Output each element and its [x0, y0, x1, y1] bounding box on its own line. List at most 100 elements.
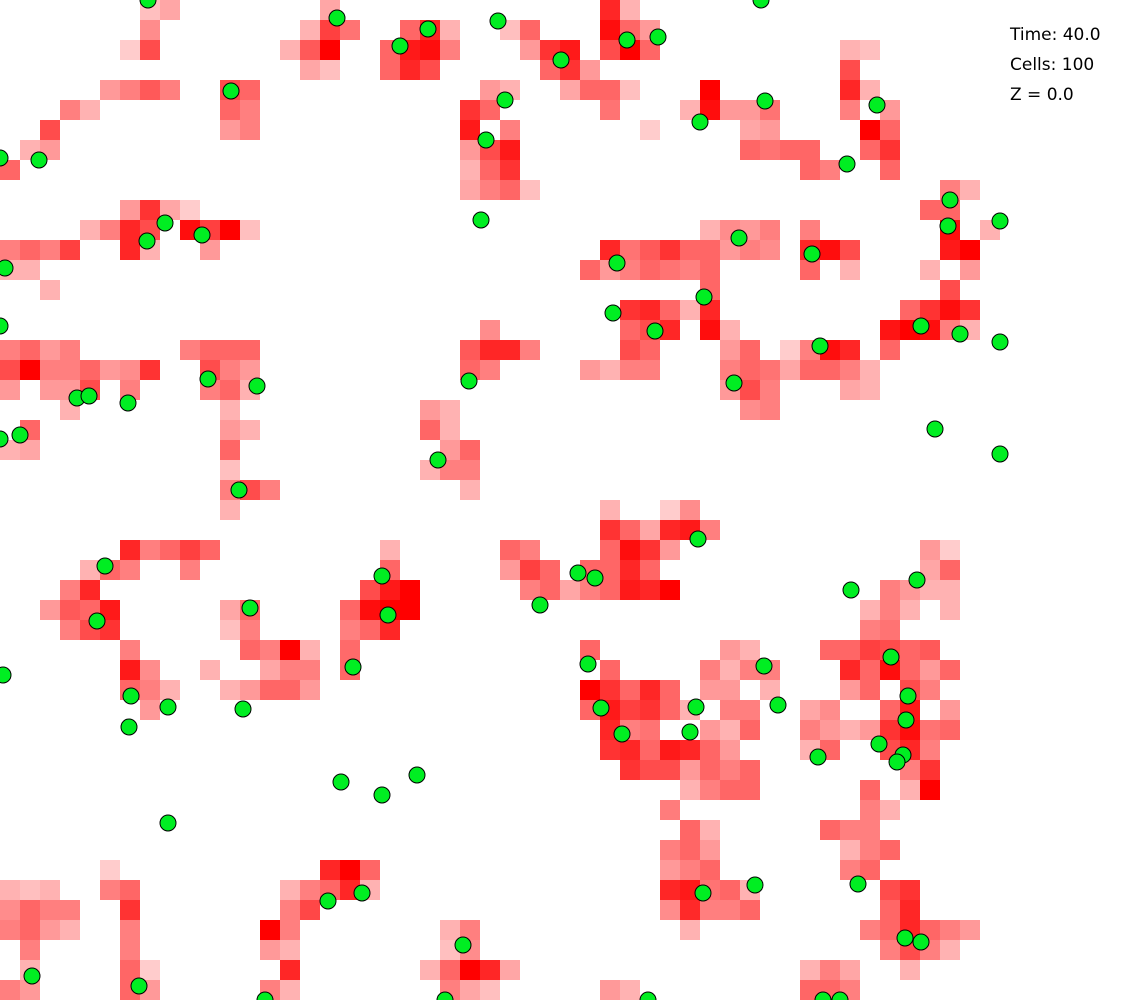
cell-marker	[896, 929, 914, 947]
grid-tile	[600, 500, 620, 520]
cell-marker	[193, 226, 211, 244]
grid-tile	[80, 100, 100, 120]
cell-marker	[882, 648, 900, 666]
grid-tile	[260, 660, 280, 680]
grid-tile	[500, 560, 520, 580]
grid-tile	[740, 340, 760, 360]
cell-marker	[899, 687, 917, 705]
grid-tile	[140, 20, 160, 40]
grid-tile	[380, 620, 400, 640]
cell-marker	[199, 370, 217, 388]
grid-tile	[440, 960, 460, 980]
grid-tile	[260, 920, 280, 940]
grid-tile	[40, 920, 60, 940]
grid-tile	[800, 140, 820, 160]
grid-tile	[20, 260, 40, 280]
grid-tile	[400, 580, 420, 600]
grid-tile	[880, 580, 900, 600]
cell-marker	[373, 786, 391, 804]
cell-marker	[831, 991, 849, 1000]
grid-tile	[180, 540, 200, 560]
grid-tile	[220, 500, 240, 520]
concentration-grid	[0, 0, 1000, 1000]
cell-marker	[689, 530, 707, 548]
cell-marker	[809, 748, 827, 766]
grid-tile	[100, 80, 120, 100]
grid-tile	[140, 680, 160, 700]
grid-tile	[700, 900, 720, 920]
grid-tile	[860, 140, 880, 160]
grid-tile	[180, 340, 200, 360]
cell-marker	[746, 876, 764, 894]
grid-tile	[820, 720, 840, 740]
grid-tile	[600, 660, 620, 680]
grid-tile	[600, 0, 620, 20]
grid-tile	[860, 80, 880, 100]
cell-marker	[159, 698, 177, 716]
cell-marker	[681, 723, 699, 741]
cell-marker	[814, 991, 832, 1000]
grid-tile	[400, 600, 420, 620]
grid-tile	[300, 900, 320, 920]
grid-tile	[880, 140, 900, 160]
cell-marker	[991, 445, 1009, 463]
grid-tile	[660, 700, 680, 720]
grid-tile	[720, 740, 740, 760]
grid-tile	[860, 720, 880, 740]
grid-tile	[840, 60, 860, 80]
grid-tile	[620, 0, 640, 20]
grid-tile	[320, 860, 340, 880]
cell-marker	[353, 884, 371, 902]
grid-tile	[620, 360, 640, 380]
grid-tile	[880, 900, 900, 920]
cell-marker	[230, 481, 248, 499]
grid-tile	[720, 320, 740, 340]
grid-tile	[920, 580, 940, 600]
grid-tile	[160, 680, 180, 700]
grid-tile	[620, 540, 640, 560]
grid-tile	[380, 540, 400, 560]
cell-marker	[319, 892, 337, 910]
grid-tile	[840, 960, 860, 980]
grid-tile	[640, 540, 660, 560]
grid-tile	[840, 340, 860, 360]
grid-tile	[960, 300, 980, 320]
grid-tile	[220, 420, 240, 440]
grid-tile	[880, 940, 900, 960]
grid-tile	[240, 220, 260, 240]
grid-tile	[60, 580, 80, 600]
grid-tile	[40, 340, 60, 360]
grid-tile	[880, 660, 900, 680]
cell-marker	[96, 557, 114, 575]
grid-tile	[160, 0, 180, 20]
grid-tile	[660, 880, 680, 900]
grid-tile	[640, 300, 660, 320]
cell-marker	[756, 92, 774, 110]
cell-marker	[912, 317, 930, 335]
grid-tile	[880, 160, 900, 180]
grid-tile	[260, 640, 280, 660]
grid-tile	[220, 360, 240, 380]
grid-tile	[900, 760, 920, 780]
grid-tile	[200, 540, 220, 560]
cell-marker	[604, 304, 622, 322]
grid-tile	[640, 760, 660, 780]
grid-tile	[460, 460, 480, 480]
grid-tile	[660, 900, 680, 920]
grid-tile	[680, 260, 700, 280]
grid-tile	[880, 120, 900, 140]
grid-tile	[720, 720, 740, 740]
grid-tile	[900, 900, 920, 920]
grid-tile	[940, 700, 960, 720]
grid-tile	[480, 360, 500, 380]
cell-marker	[328, 9, 346, 27]
grid-tile	[280, 880, 300, 900]
grid-tile	[840, 680, 860, 700]
grid-tile	[60, 920, 80, 940]
grid-tile	[860, 120, 880, 140]
grid-tile	[20, 980, 40, 1000]
grid-tile	[520, 580, 540, 600]
cell-marker	[991, 333, 1009, 351]
grid-tile	[120, 540, 140, 560]
cell-marker	[926, 420, 944, 438]
